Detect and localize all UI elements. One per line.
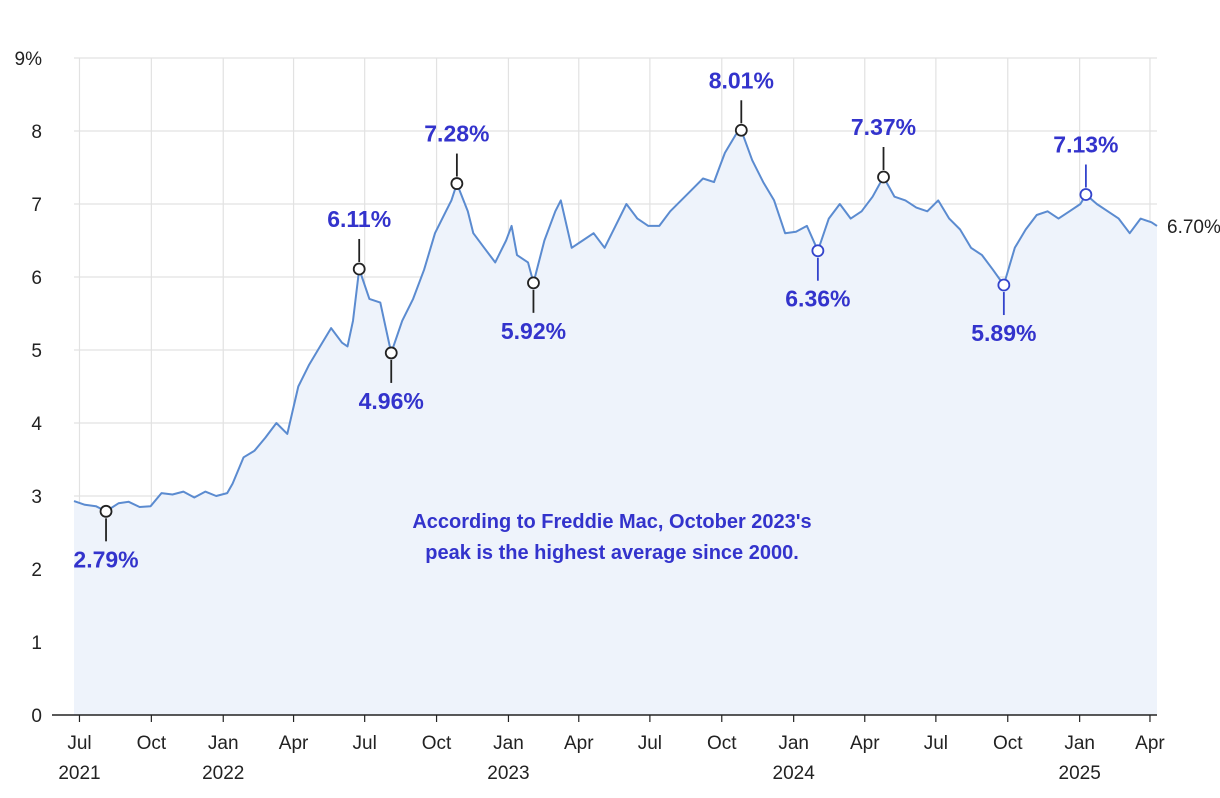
annotation-label: 5.89% — [971, 320, 1036, 346]
annotation-marker — [450, 177, 464, 190]
annotation-marker — [877, 170, 890, 184]
annotation-label: 2.79% — [73, 546, 138, 572]
x-tick-label: Jul — [67, 733, 91, 754]
annotation-label: 8.01% — [709, 67, 774, 93]
x-tick-label: Oct — [137, 733, 167, 754]
annotation-marker — [811, 244, 825, 258]
x-tick-year-label: 2024 — [773, 763, 816, 784]
annotation-marker — [384, 346, 398, 360]
x-tick-label: Apr — [1135, 733, 1165, 754]
series-line — [73, 129, 1158, 513]
x-tick-label: Oct — [993, 733, 1023, 754]
x-tick-label: Apr — [564, 733, 594, 754]
annotation-marker — [997, 278, 1011, 292]
x-tick-label: Jul — [353, 733, 377, 754]
x-tick-year-label: 2021 — [58, 763, 100, 784]
y-tick-label: 7 — [31, 195, 42, 216]
y-tick-label: 2 — [31, 560, 42, 581]
annotation-marker — [1079, 188, 1093, 201]
y-tick-label: 4 — [31, 414, 42, 435]
annotation-label: 7.28% — [424, 121, 489, 147]
x-tick-year-label: 2025 — [1059, 763, 1101, 784]
y-tick-label: 6 — [31, 268, 42, 289]
end-value-label: 6.70% — [1167, 217, 1220, 238]
y-tick-label: 0 — [31, 706, 42, 727]
x-tick-label: Jan — [208, 733, 239, 754]
annotation-label: 6.11% — [327, 206, 391, 232]
y-tick-label: 5 — [31, 341, 42, 362]
annotation-label: 5.92% — [501, 318, 566, 344]
x-tick-label: Jan — [778, 733, 809, 754]
y-tick-label: 1 — [31, 633, 42, 654]
annotation-marker — [352, 262, 366, 276]
area-fill-layer — [74, 130, 1157, 716]
annotation-marker — [734, 123, 748, 137]
y-tick-label: 8 — [31, 122, 42, 143]
y-tick-label: 3 — [31, 487, 42, 508]
axes: 0 1 2 3 4 5 6 7 8 9% Jul 2021 Oct Jan 2022 Apr Jul Oct Jan… — [15, 49, 1220, 784]
note-line-1: According to Freddie Mac, October 2023's — [412, 511, 811, 533]
annotation-marker — [527, 276, 540, 290]
y-tick-label: 9% — [15, 49, 43, 70]
x-tick-label: Oct — [422, 733, 452, 754]
annotations: 2.79% 6.11% 4.96% 7.28% 5.92% 8.01% 6.36% 7.37%… — [73, 67, 1118, 572]
x-tick-label: Apr — [279, 733, 309, 754]
x-tick-year-label: 2023 — [487, 763, 529, 784]
annotation-label: 7.13% — [1053, 132, 1118, 158]
annotation-label: 7.37% — [851, 114, 916, 140]
annotation-label: 4.96% — [359, 388, 424, 414]
annotation-marker — [99, 504, 113, 518]
note-line-2: peak is the highest average since 2000. — [425, 542, 799, 564]
note-text: According to Freddie Mac, October 2023's… — [412, 511, 811, 564]
x-tick-year-label: 2022 — [202, 763, 244, 784]
series-area — [74, 130, 1157, 716]
x-tick-label: Oct — [707, 733, 737, 754]
series-line-layer — [73, 129, 1158, 513]
x-tick-label: Jul — [924, 733, 948, 754]
x-tick-label: Jan — [1064, 733, 1095, 754]
x-tick-label: Apr — [850, 733, 880, 754]
annotation-label: 6.36% — [785, 286, 850, 312]
x-tick-label: Jan — [493, 733, 524, 754]
x-tick-label: Jul — [638, 733, 662, 754]
